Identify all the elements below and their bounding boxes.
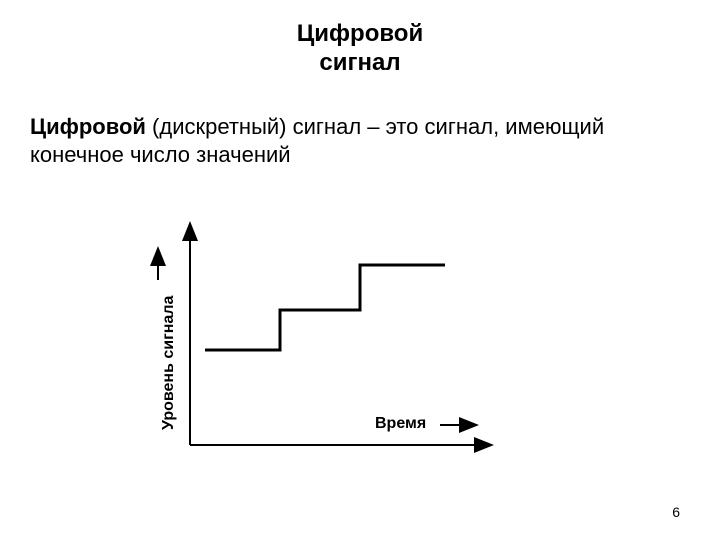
description-bold: Цифровой: [30, 114, 146, 139]
chart-svg: [150, 215, 550, 475]
x-axis-label-text: Время: [375, 415, 426, 432]
x-axis-label: Время: [375, 415, 426, 433]
signal-chart: Уровень сигнала Время: [150, 215, 550, 475]
slide-title: Цифровой сигнал: [0, 0, 720, 78]
y-axis-label-text: Уровень сигнала: [160, 296, 177, 430]
title-line2: сигнал: [0, 49, 720, 78]
description-text: Цифровой (дискретный) сигнал – это сигна…: [0, 78, 720, 170]
step-signal-line: [205, 265, 445, 350]
y-label-arrow-icon: [148, 245, 168, 285]
y-axis-label: Уровень сигнала: [160, 296, 178, 430]
page-number: 6: [672, 504, 680, 520]
x-label-arrow-icon: [435, 415, 485, 435]
title-line1: Цифровой: [0, 20, 720, 49]
